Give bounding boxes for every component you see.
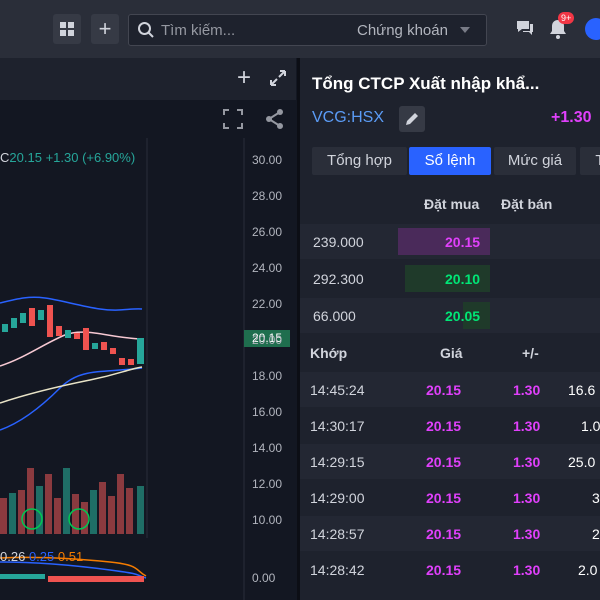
volume-bars xyxy=(0,468,144,534)
trade-volume: 16.6 xyxy=(568,382,596,398)
bid-price: 20.05 xyxy=(445,308,481,324)
candles xyxy=(2,305,144,365)
pencil-icon xyxy=(406,113,418,125)
bid-volume: 292.300 xyxy=(313,271,364,287)
trade-time: 14:45:24 xyxy=(310,382,365,398)
trade-time: 14:29:00 xyxy=(310,490,365,506)
trade-price: 20.15 xyxy=(426,526,462,542)
price-axis-label: 14.00 xyxy=(252,441,283,455)
trade-header: Giá xyxy=(440,345,463,361)
tab[interactable]: Tổng hợp xyxy=(312,147,407,175)
trade-row xyxy=(300,444,600,479)
price-axis-label: 20.00 xyxy=(252,333,283,347)
price-axis-label: 18.00 xyxy=(252,369,283,383)
search-placeholder: Tìm kiếm... xyxy=(161,22,236,39)
legend-change: +1.30 (+6.90%) xyxy=(45,150,136,165)
price-axis-label: 24.00 xyxy=(252,261,283,275)
dropdown-caret xyxy=(460,27,470,33)
edit-button[interactable] xyxy=(399,106,425,132)
trade-time: 14:28:57 xyxy=(310,526,365,542)
trade-row xyxy=(300,372,600,407)
price-axis-label: 26.00 xyxy=(252,225,283,239)
trade-volume: 1.0 xyxy=(581,418,600,434)
trade-change: 1.30 xyxy=(513,418,541,434)
bid-volume: 66.000 xyxy=(313,308,356,324)
bid-price: 20.10 xyxy=(445,271,481,287)
legend-prefix: C xyxy=(0,150,10,165)
depth-bar xyxy=(463,302,490,329)
tab[interactable]: Mức giá xyxy=(494,147,576,175)
macd-axis-label: 0.00 xyxy=(252,571,276,585)
avatar[interactable] xyxy=(585,18,600,40)
trade-price: 20.15 xyxy=(426,454,462,470)
trade-change: 1.30 xyxy=(513,490,541,506)
order-book-header: Đặt bán xyxy=(501,196,553,212)
legend-price: 20.15 xyxy=(9,150,42,165)
chart-header xyxy=(0,58,296,100)
grid-icon xyxy=(60,22,74,36)
trade-row xyxy=(300,552,600,587)
signal-value: 0.25 xyxy=(28,549,55,564)
fullscreen-icon[interactable] xyxy=(222,108,244,130)
share-icon[interactable] xyxy=(264,108,286,130)
expand-icon[interactable] xyxy=(268,68,288,88)
search-icon xyxy=(138,22,154,38)
layout-button[interactable] xyxy=(53,14,81,44)
trade-price: 20.15 xyxy=(426,562,462,578)
trade-price: 20.15 xyxy=(426,490,462,506)
trade-volume: 25.0 xyxy=(568,454,596,470)
bid-price: 20.15 xyxy=(445,234,481,250)
price-axis-label: 16.00 xyxy=(252,405,283,419)
price-change: +1.30 xyxy=(551,109,592,126)
trade-change: 1.30 xyxy=(513,454,541,470)
trade-row xyxy=(300,516,600,551)
trade-header: +/- xyxy=(522,345,539,361)
tab[interactable]: T xyxy=(580,147,600,175)
tab[interactable]: Sổ lệnh xyxy=(409,147,491,175)
trade-volume: 2 xyxy=(592,526,600,542)
add-chart-button[interactable]: + xyxy=(237,64,252,91)
trade-price: 20.15 xyxy=(426,382,462,398)
trade-change: 1.30 xyxy=(513,382,541,398)
trade-time: 14:28:42 xyxy=(310,562,365,578)
add-button[interactable]: + xyxy=(91,14,119,44)
chart-legend: C20.15 +1.30 (+6.90%) xyxy=(0,150,135,165)
book-row xyxy=(300,298,600,333)
trade-price: 20.15 xyxy=(426,418,462,434)
macd-value: 0.26 xyxy=(0,549,26,564)
trade-volume: 2.0 xyxy=(578,562,598,578)
trade-header: Khớp xyxy=(310,345,348,361)
search-box[interactable]: Tìm kiếm... Chứng khoán xyxy=(128,14,487,46)
macd-legend: 0.26 0.25 0.51 xyxy=(0,549,83,564)
price-axis-label: 28.00 xyxy=(252,189,283,203)
notification-badge: 9+ xyxy=(558,12,575,24)
depth-bar xyxy=(405,265,490,292)
trade-change: 1.30 xyxy=(513,562,541,578)
trade-row xyxy=(300,480,600,515)
price-axis-label: 12.00 xyxy=(252,477,283,491)
order-book-header: Đặt mua xyxy=(424,196,480,212)
symbol: VCG:HSX xyxy=(312,109,385,126)
trade-row xyxy=(300,408,600,443)
price-chart xyxy=(0,138,245,600)
company-title: Tổng CTCP Xuất nhập khẩ... xyxy=(312,74,540,93)
price-axis-label: 10.00 xyxy=(252,513,283,527)
price-axis-label: 22.00 xyxy=(252,297,283,311)
market-select[interactable]: Chứng khoán xyxy=(357,22,448,39)
chat-icon[interactable] xyxy=(515,18,535,38)
trade-time: 14:30:17 xyxy=(310,418,365,434)
price-axis-label: 30.00 xyxy=(252,153,283,167)
bid-volume: 239.000 xyxy=(313,234,364,250)
histogram-value: 0.51 xyxy=(57,549,84,564)
trade-change: 1.30 xyxy=(513,526,541,542)
depth-bar xyxy=(398,228,490,255)
trade-time: 14:29:15 xyxy=(310,454,365,470)
trade-volume: 3 xyxy=(592,490,600,506)
macd xyxy=(0,556,147,582)
decorative-lines xyxy=(0,138,245,600)
last-price-label: 20.15 xyxy=(244,330,290,347)
